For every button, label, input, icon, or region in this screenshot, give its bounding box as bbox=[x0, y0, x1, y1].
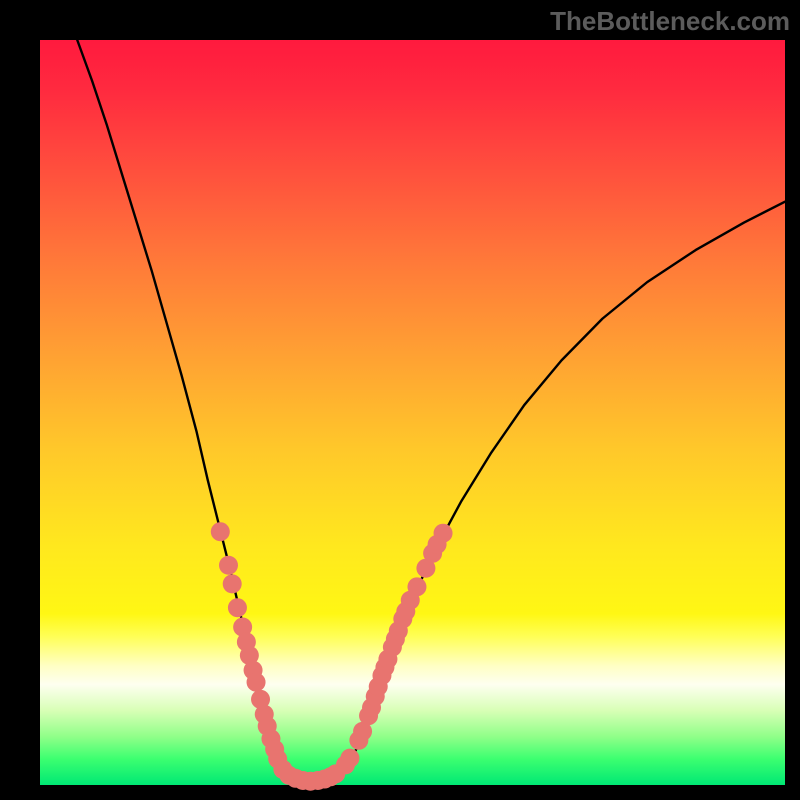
data-marker bbox=[228, 598, 247, 617]
plot-area bbox=[40, 40, 785, 785]
data-marker bbox=[434, 524, 453, 543]
data-marker bbox=[407, 577, 426, 596]
data-marker bbox=[219, 556, 238, 575]
bottleneck-curve bbox=[77, 40, 785, 782]
data-markers bbox=[211, 522, 453, 791]
data-marker bbox=[211, 522, 230, 541]
chart-overlay bbox=[40, 40, 785, 785]
data-marker bbox=[340, 749, 359, 768]
data-marker bbox=[247, 673, 266, 692]
data-marker bbox=[223, 574, 242, 593]
watermark-text: TheBottleneck.com bbox=[550, 6, 790, 37]
